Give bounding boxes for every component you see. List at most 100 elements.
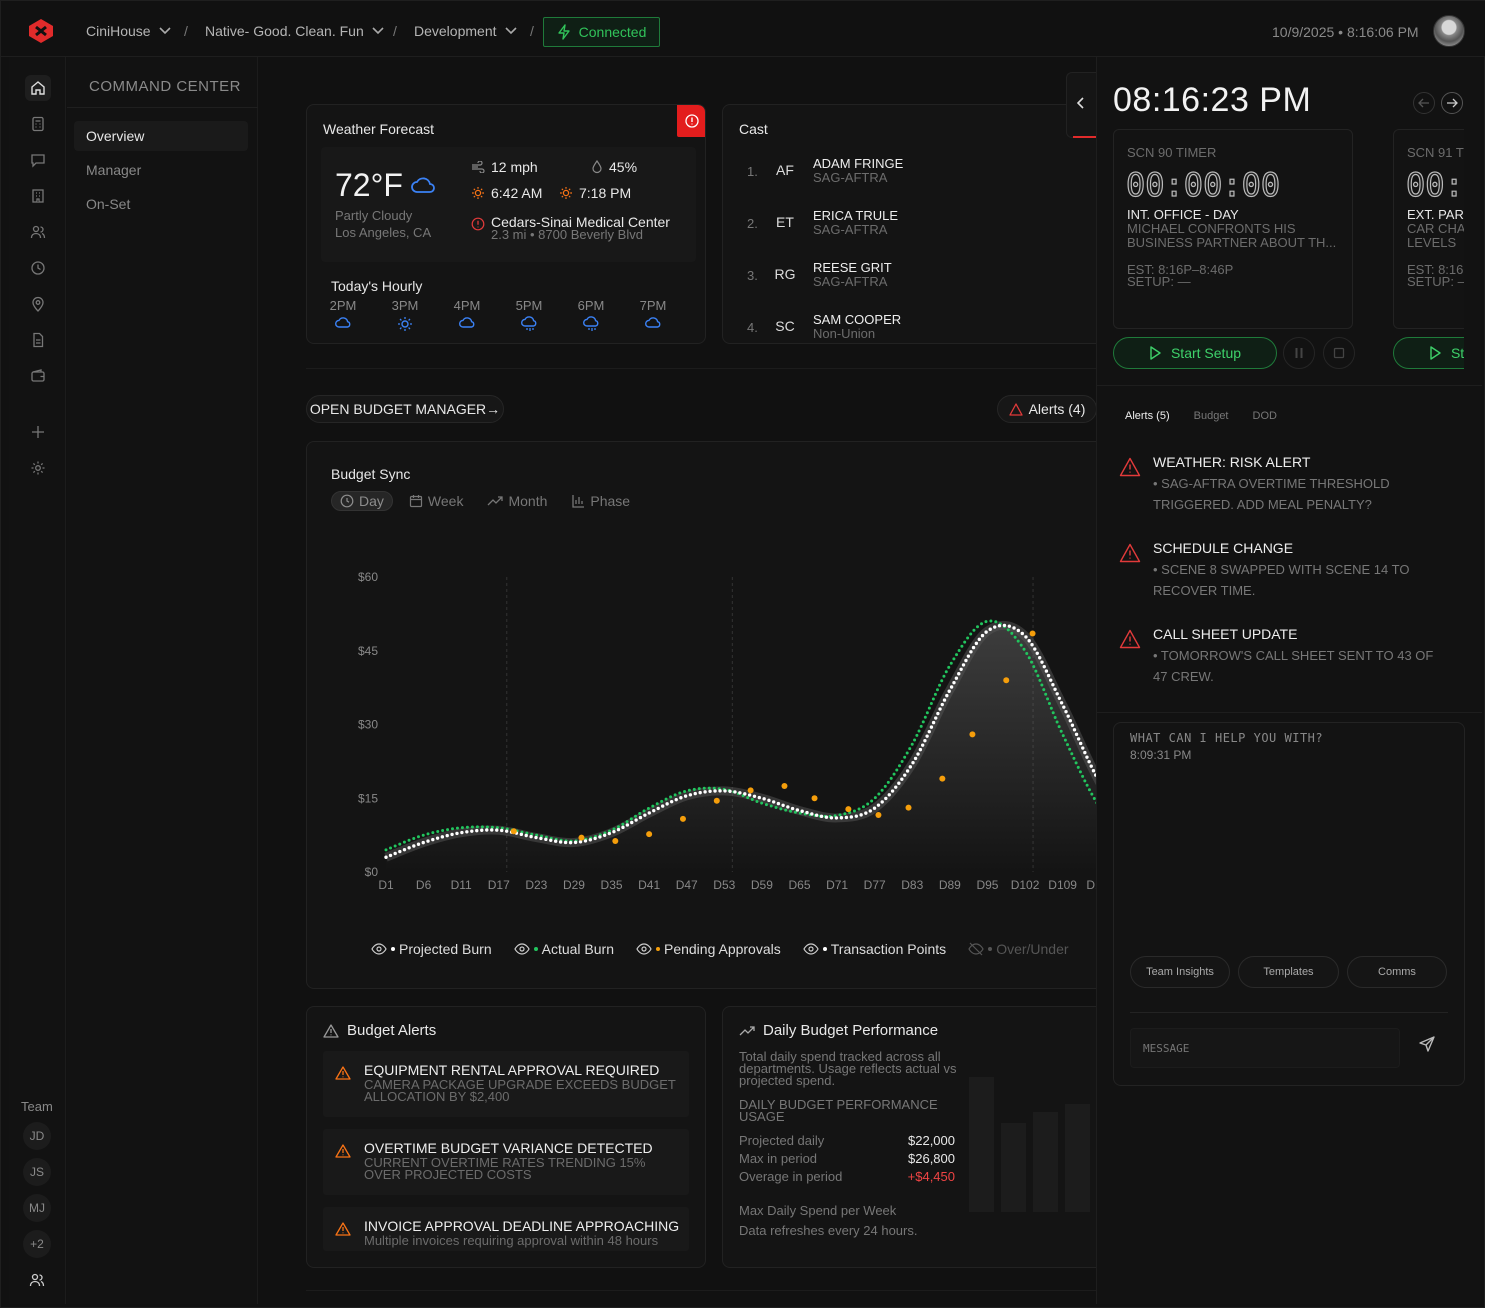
- open-budget-manager-button[interactable]: OPEN BUDGET MANAGER→: [306, 395, 504, 423]
- tab-alerts[interactable]: Alerts (5): [1125, 410, 1170, 422]
- alerts-button[interactable]: Alerts (4): [997, 395, 1096, 423]
- pending-approval-point[interactable]: [578, 834, 585, 841]
- cast-row[interactable]: 3. RG REESE GRIT SAG-AFTRA: [723, 249, 1096, 301]
- team-more[interactable]: +2: [23, 1230, 51, 1258]
- users-icon[interactable]: [25, 219, 51, 245]
- pending-approval-point[interactable]: [875, 811, 882, 818]
- tab-dod[interactable]: DOD: [1252, 410, 1277, 422]
- clock-icon[interactable]: [25, 255, 51, 281]
- projected-burn-line[interactable]: [384, 623, 1096, 859]
- tab-phase[interactable]: Phase: [563, 491, 638, 511]
- pending-approval-point[interactable]: [1003, 677, 1010, 684]
- document-icon[interactable]: [25, 327, 51, 353]
- pending-approval-point[interactable]: [1029, 630, 1036, 637]
- org-select[interactable]: CiniHouse: [86, 23, 171, 39]
- pause-icon: [1294, 347, 1304, 359]
- x-tick-label: D109: [1048, 878, 1077, 892]
- calculator-icon[interactable]: [25, 111, 51, 137]
- cast-row[interactable]: 4. SC SAM COOPER Non-Union: [723, 301, 1096, 353]
- message-input[interactable]: [1130, 1028, 1400, 1068]
- nav-item-overview[interactable]: Overview: [74, 121, 248, 151]
- y-tick-label: $30: [358, 718, 378, 732]
- sunrise-value: 6:42 AM: [491, 185, 543, 201]
- panel-alert-item[interactable]: CALL SHEET UPDATE • TOMORROW'S CALL SHEET…: [1119, 619, 1459, 699]
- pending-approval-point[interactable]: [781, 782, 788, 789]
- logo-icon[interactable]: [27, 18, 55, 44]
- building-icon[interactable]: [25, 183, 51, 209]
- map-pin-icon[interactable]: [25, 291, 51, 317]
- pending-approval-point[interactable]: [939, 775, 946, 782]
- avatar[interactable]: [1433, 15, 1465, 47]
- nav-item-on-set[interactable]: On-Set: [86, 196, 131, 212]
- start-setup-button[interactable]: Start Setup: [1113, 337, 1277, 369]
- pending-approval-point[interactable]: [713, 797, 720, 804]
- send-icon[interactable]: [1418, 1035, 1436, 1053]
- hourly-forecast: 2PM 3PM 4PM 5PM 6PM 7PM: [325, 298, 695, 342]
- panel-alert-item[interactable]: SCHEDULE CHANGE • SCENE 8 SWAPPED WITH SC…: [1119, 533, 1459, 613]
- legend-projected-burn[interactable]: Projected Burn: [371, 941, 492, 957]
- team-avatar[interactable]: MJ: [23, 1194, 51, 1222]
- project-select[interactable]: Native- Good. Clean. Fun: [205, 23, 384, 39]
- weather-panel: [321, 147, 696, 262]
- team-avatar[interactable]: JD: [23, 1122, 51, 1150]
- team-insights-button[interactable]: Team Insights: [1130, 956, 1230, 988]
- comms-button[interactable]: Comms: [1347, 956, 1447, 988]
- gear-icon[interactable]: [25, 455, 51, 481]
- alert-badge-icon[interactable]: [677, 105, 705, 137]
- collapse-panel-button[interactable]: [1066, 72, 1097, 138]
- budget-alert-item[interactable]: EQUIPMENT RENTAL APPROVAL REQUIRED CAMERA…: [323, 1051, 689, 1117]
- alert-title: EQUIPMENT RENTAL APPROVAL REQUIRED: [364, 1062, 660, 1078]
- panel-alert-title: CALL SHEET UPDATE: [1153, 626, 1298, 642]
- legend-actual-burn[interactable]: Actual Burn: [513, 941, 614, 957]
- budget-alert-item[interactable]: OVERTIME BUDGET VARIANCE DETECTED CURRENT…: [323, 1129, 689, 1195]
- panel-alert-item[interactable]: WEATHER: RISK ALERT • SAG-AFTRA OVERTIME …: [1119, 447, 1459, 527]
- plus-icon[interactable]: [25, 419, 51, 445]
- stop-button[interactable]: [1323, 337, 1355, 369]
- scene-card[interactable]: SCN 91 TIMER 00:00:00 EXT. PARKING LOT C…: [1393, 129, 1464, 329]
- budget-sync-card: Budget Sync Day Week Month Phase $60 $45 $…: [306, 441, 1096, 989]
- humidity-value: 45%: [609, 159, 638, 175]
- start-setup-label: Start Setup: [1450, 345, 1464, 361]
- pending-approval-point[interactable]: [747, 787, 754, 794]
- pending-approval-point[interactable]: [646, 831, 653, 838]
- chat-icon[interactable]: [25, 147, 51, 173]
- start-setup-button[interactable]: Start Setup: [1393, 337, 1464, 369]
- tab-budget[interactable]: Budget: [1193, 410, 1229, 422]
- env-select[interactable]: Development: [414, 23, 517, 39]
- budget-sync-chart[interactable]: $60 $45 $30 $15 $0D1 D6 D11 D17 D23 D29 D35 D41 D47 D…: [307, 522, 1096, 922]
- tab-month[interactable]: Month: [479, 491, 555, 511]
- cast-row[interactable]: 1. AF ADAM FRINGE SAG-AFTRA: [723, 145, 1096, 197]
- pause-button[interactable]: [1283, 337, 1315, 369]
- hospital-name[interactable]: Cedars-Sinai Medical Center: [491, 214, 670, 230]
- hour-label: 3PM: [391, 298, 419, 313]
- legend-over-under[interactable]: Over/Under: [968, 941, 1069, 957]
- connection-status-button[interactable]: Connected: [543, 17, 660, 47]
- budget-alert-item[interactable]: INVOICE APPROVAL DEADLINE APPROACHING Mul…: [323, 1207, 689, 1251]
- pending-approval-point[interactable]: [905, 804, 912, 811]
- panel-alerts-list: WEATHER: RISK ALERT • SAG-AFTRA OVERTIME …: [1097, 447, 1482, 697]
- tab-week[interactable]: Week: [401, 491, 472, 511]
- tab-day[interactable]: Day: [331, 491, 393, 511]
- pending-approval-point[interactable]: [811, 795, 818, 802]
- pending-approval-point[interactable]: [612, 838, 619, 845]
- team-users-icon[interactable]: [24, 1267, 50, 1293]
- nav-item-manager[interactable]: Manager: [86, 162, 142, 178]
- pending-approval-point[interactable]: [679, 815, 686, 822]
- pending-approval-point[interactable]: [969, 731, 976, 738]
- team-avatar[interactable]: JS: [23, 1158, 51, 1186]
- cast-row[interactable]: 2. ET ERICA TRULE SAG-AFTRA: [723, 197, 1096, 249]
- wallet-icon[interactable]: [25, 363, 51, 389]
- pending-approval-point[interactable]: [510, 828, 517, 835]
- home-icon[interactable]: [25, 75, 51, 101]
- templates-button[interactable]: Templates: [1238, 956, 1339, 988]
- legend-pending-approvals[interactable]: Pending Approvals: [636, 941, 781, 957]
- main-content: Weather Forecast 72°F Partly Cloudy Los …: [259, 57, 1096, 1304]
- env-label: Development: [414, 23, 497, 39]
- next-scene-button[interactable]: [1441, 92, 1463, 114]
- legend-transaction-points[interactable]: Transaction Points: [803, 941, 946, 957]
- connection-status-label: Connected: [578, 24, 647, 40]
- y-tick-label: $45: [358, 644, 378, 658]
- scene-card[interactable]: SCN 90 TIMER 00:00:00 INT. OFFICE - DAY …: [1113, 129, 1353, 329]
- pending-approval-point[interactable]: [845, 806, 852, 813]
- prev-scene-button[interactable]: [1413, 92, 1435, 114]
